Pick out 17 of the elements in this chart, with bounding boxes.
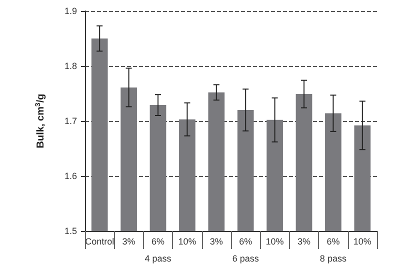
x-tick-label: 10%	[353, 236, 372, 246]
y-tick-label: 1.5	[64, 226, 77, 236]
x-tick-label: 3%	[210, 236, 223, 246]
y-tick-label: 1.9	[64, 6, 77, 16]
x-tick-label: 6%	[239, 236, 252, 246]
y-tick-label: 1.7	[64, 116, 77, 126]
text: 4 pass	[144, 254, 172, 264]
x-tick-label: 3%	[297, 236, 311, 246]
x-tick-label: 6%	[151, 236, 165, 246]
x-tick-label: 3%	[122, 236, 136, 246]
x-tick-label: 10%	[266, 236, 284, 246]
text: 6 pass	[232, 254, 260, 264]
y-tick-label: 1.6	[64, 171, 77, 181]
y-tick-label: 1.8	[64, 61, 77, 71]
x-tick-label: 6%	[326, 236, 340, 246]
text: 8 pass	[320, 254, 347, 264]
x-tick-label: 10%	[178, 236, 196, 246]
